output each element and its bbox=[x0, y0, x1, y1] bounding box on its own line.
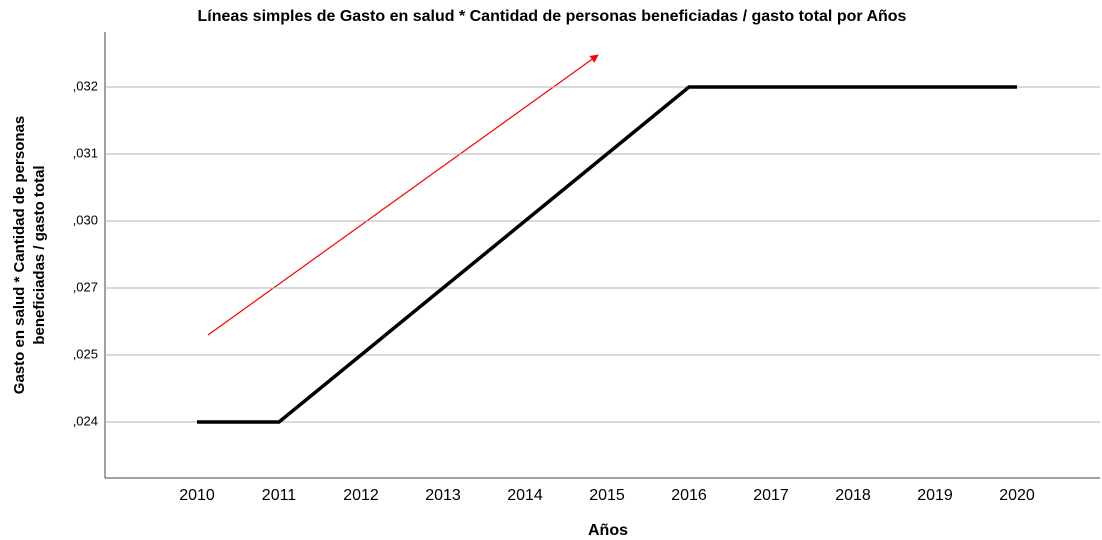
y-tick-label: ,030 bbox=[73, 212, 98, 227]
y-tick-label: ,025 bbox=[73, 346, 98, 361]
x-tick-label: 2019 bbox=[917, 487, 953, 504]
x-tick-label: 2017 bbox=[753, 487, 789, 504]
x-axis-label: Años bbox=[588, 522, 628, 539]
x-tick-label: 2010 bbox=[179, 487, 215, 504]
trend-arrow bbox=[207, 54, 599, 336]
x-tick-label: 2020 bbox=[999, 487, 1035, 504]
x-tick-label: 2013 bbox=[425, 487, 461, 504]
x-tick-label: 2011 bbox=[262, 487, 297, 504]
x-tick-label: 2014 bbox=[507, 487, 543, 504]
y-axis-label: Gasto en salud * Cantidad de personas be… bbox=[11, 116, 48, 394]
chart-title: Líneas simples de Gasto en salud * Canti… bbox=[198, 8, 907, 25]
data-line bbox=[197, 85, 1017, 424]
y-tick-label: ,024 bbox=[73, 413, 98, 428]
x-tick-label: 2012 bbox=[343, 487, 379, 504]
y-tick-label: ,031 bbox=[73, 145, 98, 160]
y-axis-label-line: Gasto en salud * Cantidad de personas bbox=[11, 116, 28, 394]
x-tick-label: 2015 bbox=[589, 487, 625, 504]
x-tick-label: 2016 bbox=[671, 487, 707, 504]
y-tick-label: ,027 bbox=[73, 279, 98, 294]
y-tick-label: ,032 bbox=[73, 78, 98, 93]
y-axis-label-line: beneficiadas / gasto total bbox=[31, 165, 48, 344]
x-tick-label: 2018 bbox=[835, 487, 871, 504]
